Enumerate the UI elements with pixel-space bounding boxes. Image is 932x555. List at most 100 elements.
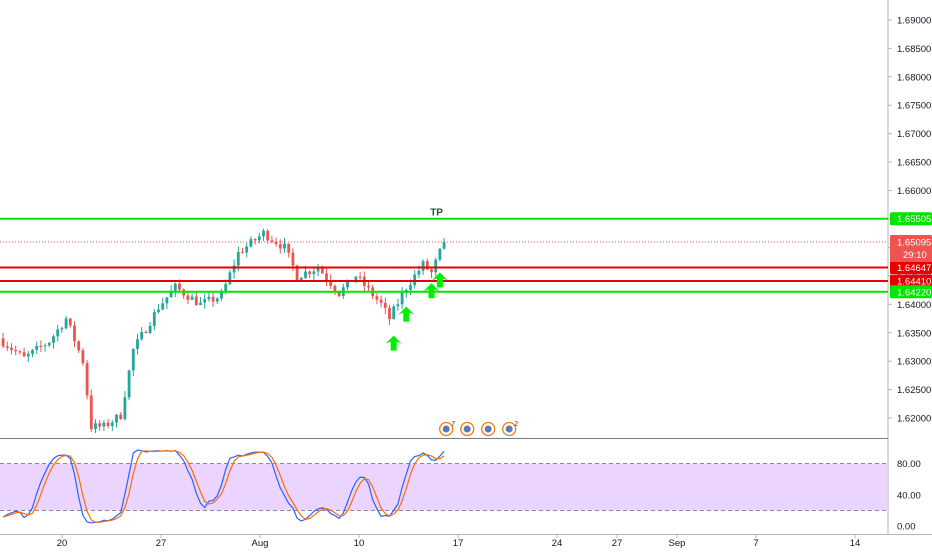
candle-body — [161, 303, 165, 310]
oscillator-tick-label: 0.00 — [897, 522, 916, 533]
candle-body — [430, 269, 433, 273]
stochastic-d-line — [2, 450, 445, 523]
candle-body — [115, 414, 118, 423]
candle-body — [148, 325, 152, 333]
candle-body — [295, 265, 299, 281]
candle-body — [379, 299, 383, 303]
candle-body — [123, 397, 127, 420]
time-tick-label: 10 — [354, 538, 365, 549]
candle-body — [232, 265, 236, 273]
price-tick-label: 1.67500 — [897, 101, 931, 112]
candle-body — [262, 230, 265, 237]
tp-annotation: TP — [430, 208, 443, 219]
candle-body — [211, 296, 215, 302]
candle-body — [434, 259, 438, 273]
candle-body — [152, 312, 156, 326]
candle-body — [203, 299, 207, 303]
candle-body — [316, 268, 320, 272]
candle-body — [56, 329, 60, 337]
candle-body — [245, 246, 249, 253]
candle-body — [220, 292, 223, 299]
level-label-bg — [890, 274, 932, 288]
candle-body — [127, 370, 131, 398]
candle-body — [39, 345, 43, 347]
candle-body — [77, 341, 81, 351]
candle-body — [400, 292, 404, 305]
price-tick-label: 1.63000 — [897, 357, 931, 368]
price-tick-label: 1.69000 — [897, 15, 931, 26]
candle-body — [60, 328, 64, 330]
oscillator-tick-label: 80.00 — [897, 459, 921, 470]
candle-body — [320, 268, 324, 274]
candle-body — [270, 240, 274, 242]
candle-body — [236, 251, 240, 266]
candle-body — [140, 331, 144, 340]
price-tick-label: 1.64000 — [897, 300, 931, 311]
time-tick-label: 24 — [552, 538, 563, 549]
candle-body — [312, 271, 316, 275]
candle-body — [94, 423, 97, 430]
candle-body — [194, 296, 198, 306]
time-tick-label: 27 — [612, 538, 623, 549]
event-marker-count: 7 — [451, 421, 455, 428]
price-tick-label: 1.62000 — [897, 414, 931, 425]
countdown-label: 29:10 — [903, 250, 927, 261]
candle-body — [421, 261, 425, 271]
event-marker-dot — [484, 425, 492, 433]
candle-body — [106, 422, 110, 427]
level-label-bg — [890, 212, 932, 226]
candle-body — [207, 296, 211, 300]
time-tick-label: Aug — [252, 538, 269, 549]
level-label: 1.65505 — [897, 214, 931, 225]
candle-body — [1, 338, 5, 347]
candle-body — [215, 298, 219, 302]
candle-body — [425, 261, 429, 270]
candle-body — [266, 230, 270, 241]
time-tick-label: 7 — [753, 538, 758, 549]
candle-body — [274, 241, 278, 245]
level-label-bg — [890, 285, 932, 299]
candle-body — [438, 248, 442, 260]
candle-body — [14, 349, 18, 352]
candle-body — [190, 296, 194, 300]
candle-body — [98, 423, 102, 427]
candle-body — [337, 291, 341, 296]
candle-body — [110, 422, 114, 427]
candle-body — [73, 325, 76, 342]
time-tick-label: 20 — [57, 538, 68, 549]
candle-body — [26, 353, 30, 357]
candle-body — [199, 302, 202, 306]
buy-arrow-icon — [385, 335, 402, 351]
time-tick-label: Sep — [669, 538, 686, 549]
candle-body — [43, 345, 47, 347]
candle-body — [392, 306, 396, 320]
candle-body — [278, 244, 282, 249]
buy-arrow-icon — [398, 306, 415, 322]
candle-body — [85, 363, 89, 396]
candle-body — [388, 307, 391, 320]
event-marker-dot — [505, 425, 513, 433]
time-tick-label: 17 — [453, 538, 464, 549]
candle-body — [325, 273, 328, 281]
event-marker-dot — [463, 425, 471, 433]
price-tick-label: 1.66500 — [897, 158, 931, 169]
candle-body — [186, 295, 190, 300]
candle-body — [165, 297, 169, 304]
candle-body — [10, 347, 13, 350]
candle-body — [358, 276, 362, 278]
candle-body — [81, 350, 85, 364]
candle-body — [396, 304, 400, 307]
candle-body — [409, 285, 412, 290]
time-tick-label: 27 — [156, 538, 167, 549]
buy-arrow-icon — [423, 283, 440, 299]
price-tick-label: 1.63500 — [897, 328, 931, 339]
candle-body — [35, 345, 39, 350]
candle-body — [417, 270, 421, 275]
candle-body — [299, 277, 303, 281]
candle-body — [224, 284, 228, 293]
candle-body — [367, 285, 370, 288]
candle-body — [136, 339, 139, 349]
